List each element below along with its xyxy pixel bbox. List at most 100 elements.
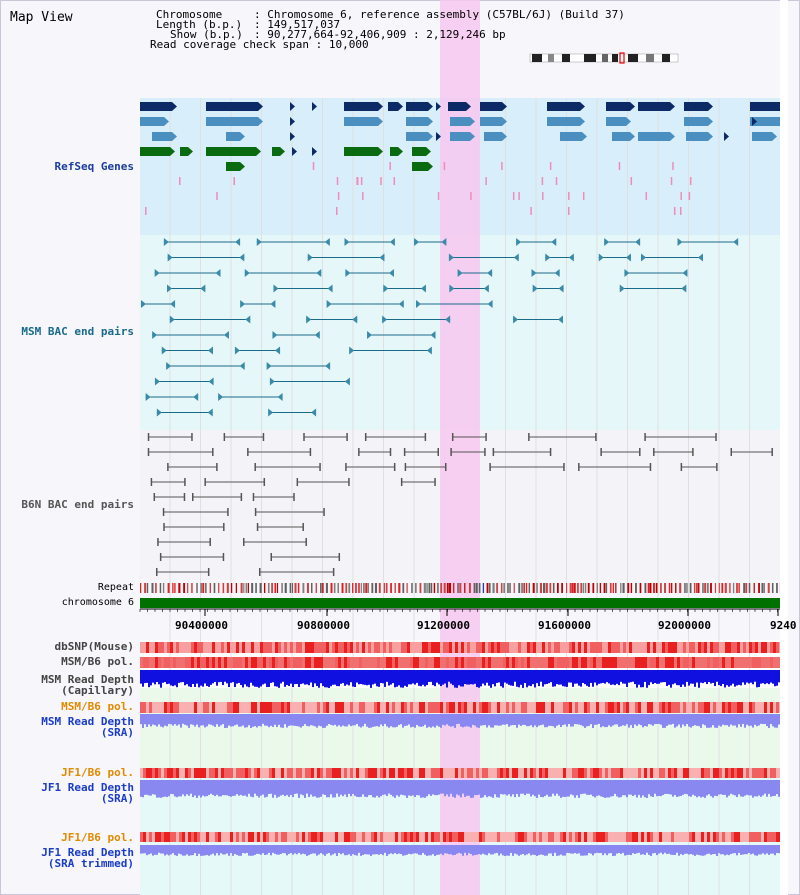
msm-read-depth-sra-track[interactable] (140, 714, 780, 728)
depth-bar (612, 714, 614, 726)
depth-bar (310, 670, 312, 683)
bac-end-marker (244, 269, 250, 277)
msm-bac-label[interactable]: MSM BAC end pairs (21, 325, 134, 338)
depth-bar (644, 845, 646, 855)
b6n-bac-label[interactable]: B6N BAC end pairs (21, 498, 134, 511)
pol-cell (476, 657, 479, 668)
depth-bar (724, 780, 726, 795)
pol-cell (749, 657, 752, 668)
pol-cell (215, 702, 218, 713)
jf1-read-depth-trimmed-track[interactable] (140, 845, 780, 856)
msm-b6-pol-track-2[interactable] (140, 702, 782, 713)
depth-bar (434, 845, 436, 856)
msm-b6-pol-track-1[interactable] (140, 657, 782, 668)
depth-bar (596, 845, 598, 853)
jf1-read-depth-sra-track[interactable] (140, 780, 780, 798)
msm-bac-end-pairs-track[interactable] (140, 238, 739, 417)
depth-bar (696, 780, 698, 798)
gene-strand-arrow (258, 102, 263, 111)
depth-bar (218, 780, 220, 797)
refseq-genes-track[interactable] (140, 102, 785, 215)
depth-bar (246, 845, 248, 853)
depth-bar (694, 670, 696, 687)
depth-bar (406, 670, 408, 687)
depth-bar (696, 845, 698, 855)
pol-cell (353, 832, 356, 842)
depth-bar (754, 780, 756, 797)
pol-cell (179, 642, 182, 653)
pol-cell (752, 702, 755, 713)
repeat-element (649, 583, 652, 593)
depth-bar (738, 780, 740, 795)
depth-bar (158, 714, 160, 725)
depth-bar (728, 780, 730, 796)
depth-bar (562, 714, 564, 726)
pol-cell (143, 642, 146, 653)
depth-bar (272, 670, 274, 683)
msm-read-depth-capillary-track[interactable] (140, 670, 780, 688)
depth-bar (474, 845, 476, 856)
repeat-element (281, 583, 283, 593)
pol-cell (659, 657, 662, 668)
depth-bar (404, 670, 406, 686)
bac-end-marker (635, 238, 641, 246)
bac-end-marker (311, 408, 317, 417)
pol-cell (212, 657, 215, 668)
repeat-element (464, 583, 466, 593)
gene-mark (672, 162, 674, 170)
pol-cell (686, 832, 689, 842)
depth-bar (404, 845, 406, 856)
depth-bar (232, 714, 234, 727)
depth-bar (610, 670, 612, 685)
msm-depth-sra-label: MSM Read Depth (SRA) (41, 715, 134, 739)
pol-cell (317, 702, 320, 713)
depth-bar (462, 714, 464, 728)
repeat-element (574, 583, 576, 593)
depth-bar (530, 714, 532, 726)
refseq-label[interactable]: RefSeq Genes (54, 160, 134, 173)
gene-feature (344, 117, 378, 126)
depth-bar (516, 780, 518, 794)
depth-bar (660, 670, 662, 683)
depth-bar (728, 845, 730, 856)
pol-cell (287, 768, 290, 778)
pol-cell (218, 657, 221, 668)
depth-bar (448, 780, 450, 797)
jf1-b6-pol-track-2[interactable] (140, 832, 782, 842)
depth-bar (164, 780, 166, 797)
selection-highlight[interactable] (440, 0, 480, 895)
depth-bar (186, 845, 188, 855)
pol-cell (329, 702, 332, 713)
repeat-label: Repeat (97, 582, 134, 593)
b6n-bac-end-pairs-track[interactable] (147, 433, 773, 576)
depth-bar (228, 845, 230, 856)
chromosome-bar[interactable] (140, 598, 780, 608)
pol-cell (647, 702, 650, 713)
jf1-b6-pol-track-1[interactable] (140, 768, 782, 778)
pol-cell (737, 642, 740, 653)
depth-bar (266, 670, 268, 688)
depth-bar (622, 780, 624, 796)
bac-end-marker (324, 238, 330, 246)
pol-cell (284, 657, 287, 668)
depth-bar (612, 670, 614, 685)
depth-bar (286, 780, 288, 796)
repeat-track[interactable] (140, 583, 782, 593)
ideogram-band (646, 54, 654, 62)
depth-bar (294, 714, 296, 726)
repeat-element (274, 583, 277, 593)
pol-cell (626, 657, 629, 668)
pol-cell (266, 657, 269, 668)
depth-bar (416, 780, 418, 796)
depth-bar (594, 780, 596, 798)
pol-cell (464, 642, 467, 653)
dbsnp-track[interactable] (140, 642, 782, 653)
depth-bar (184, 670, 186, 686)
depth-bar (324, 670, 326, 688)
pol-cell (509, 642, 512, 653)
pol-cell (755, 702, 758, 713)
depth-bar (502, 670, 504, 688)
depth-bar (398, 670, 400, 686)
chromosome-ideogram[interactable] (529, 52, 679, 64)
repeat-element (771, 583, 774, 593)
